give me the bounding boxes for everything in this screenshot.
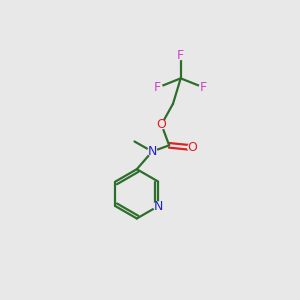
Ellipse shape xyxy=(148,147,157,156)
Text: F: F xyxy=(177,49,184,62)
Ellipse shape xyxy=(188,143,197,152)
Text: O: O xyxy=(157,118,166,131)
Ellipse shape xyxy=(154,202,163,210)
Text: O: O xyxy=(187,141,197,154)
Text: N: N xyxy=(148,145,157,158)
Text: F: F xyxy=(200,81,207,94)
Ellipse shape xyxy=(199,83,208,92)
Text: F: F xyxy=(154,81,161,94)
Text: N: N xyxy=(154,200,163,213)
Ellipse shape xyxy=(153,83,162,92)
Ellipse shape xyxy=(157,120,166,129)
Ellipse shape xyxy=(176,51,185,59)
